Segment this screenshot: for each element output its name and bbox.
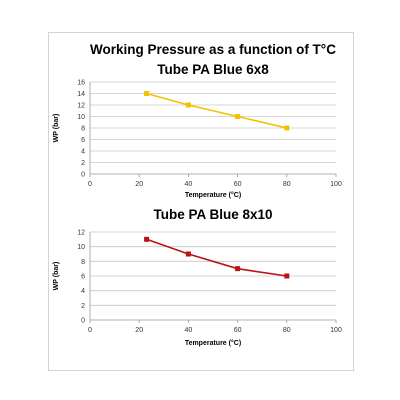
- data-point-marker: [185, 102, 191, 108]
- chart-panel: [48, 32, 354, 371]
- y-tick-label: 4: [81, 288, 85, 295]
- x-tick-label: 20: [135, 181, 143, 188]
- chart-title: Tube PA Blue 8x10: [153, 207, 272, 222]
- y-tick-label: 12: [77, 103, 85, 110]
- x-tick-label: 20: [135, 327, 143, 334]
- x-tick-label: 80: [283, 181, 291, 188]
- y-tick-label: 2: [81, 303, 85, 310]
- y-tick-label: 8: [81, 259, 85, 266]
- x-tick-label: 100: [330, 181, 342, 188]
- data-point-marker: [185, 251, 191, 257]
- x-axis-label: Temperature (°C): [185, 191, 241, 199]
- y-tick-label: 8: [81, 126, 85, 133]
- x-tick-label: 0: [88, 327, 92, 334]
- y-tick-label: 6: [81, 137, 85, 144]
- x-tick-label: 40: [185, 181, 193, 188]
- y-axis-label: WP (bar): [53, 114, 60, 143]
- x-tick-label: 100: [330, 327, 342, 334]
- y-tick-label: 16: [77, 80, 85, 87]
- x-axis-label: Temperature (°C): [185, 339, 241, 347]
- y-tick-label: 6: [81, 274, 85, 281]
- x-tick-label: 60: [234, 181, 242, 188]
- data-point-marker: [235, 114, 241, 119]
- y-tick-label: 14: [77, 91, 85, 98]
- x-tick-label: 60: [234, 327, 242, 334]
- data-point-marker: [284, 125, 290, 131]
- data-point-marker: [144, 236, 150, 242]
- chart-title: Working Pressure as a function of T°C: [90, 42, 336, 57]
- data-point-marker: [144, 91, 150, 96]
- x-tick-label: 40: [185, 327, 193, 334]
- y-tick-label: 4: [81, 149, 85, 156]
- chart-subtitle: Tube PA Blue 6x8: [157, 62, 269, 77]
- y-tick-label: 0: [81, 172, 85, 179]
- x-tick-label: 80: [283, 327, 291, 334]
- y-axis-label: WP (bar): [53, 262, 60, 291]
- y-tick-label: 10: [77, 244, 85, 251]
- data-point-marker: [284, 273, 290, 279]
- x-tick-label: 0: [88, 181, 92, 188]
- y-tick-label: 10: [77, 114, 85, 121]
- data-point-marker: [235, 266, 241, 272]
- y-tick-label: 0: [81, 318, 85, 325]
- y-tick-label: 2: [81, 160, 85, 167]
- y-tick-label: 12: [77, 230, 85, 237]
- series-line: [146, 238, 287, 277]
- series-line: [146, 92, 287, 129]
